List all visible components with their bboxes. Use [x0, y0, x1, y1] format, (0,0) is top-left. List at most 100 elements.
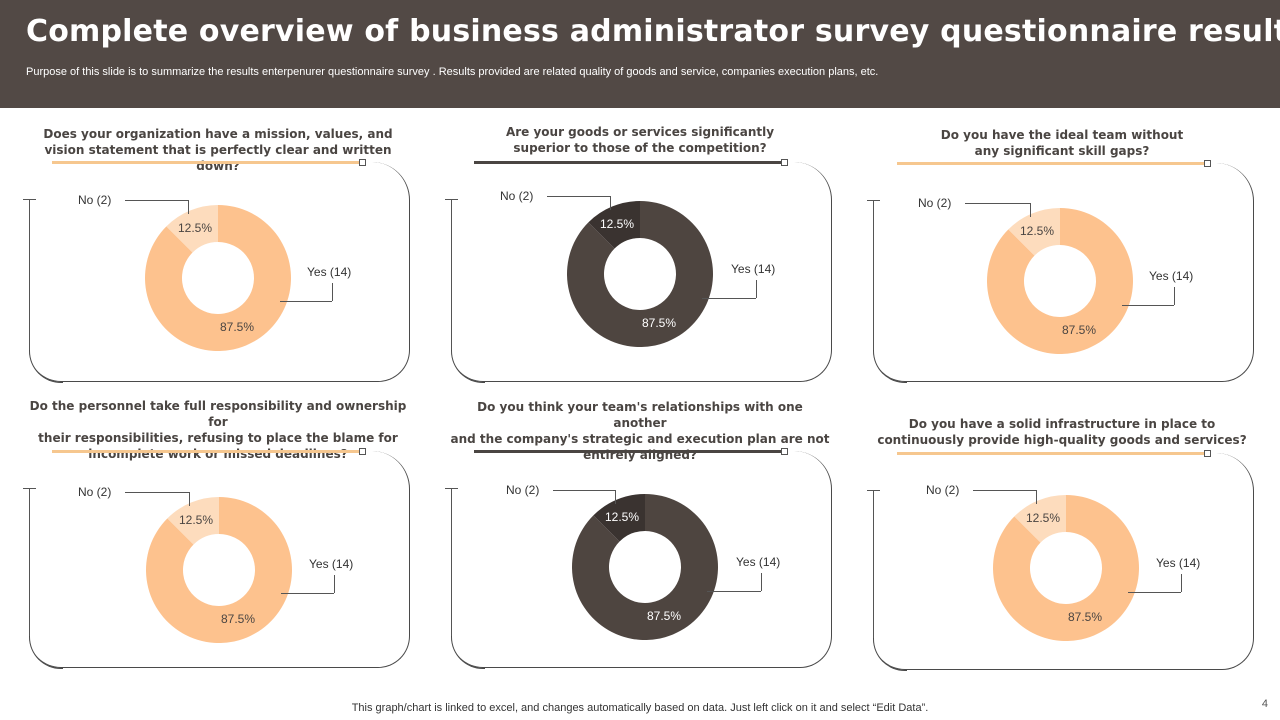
frame-left-cap — [23, 488, 36, 489]
page-number: 4 — [1261, 698, 1268, 710]
title-underline — [474, 161, 784, 164]
leader-line-yes — [761, 573, 762, 591]
underline-marker — [359, 159, 366, 166]
panel-frame — [873, 453, 1254, 670]
frame-left-cap — [23, 199, 36, 200]
title-underline — [897, 162, 1207, 165]
data-label-yes: 87.5% — [642, 316, 677, 330]
data-label-yes: 87.5% — [647, 609, 682, 623]
panel-frame — [873, 163, 1254, 382]
leader-line-yes — [1174, 287, 1175, 305]
underline-marker — [781, 159, 788, 166]
slice-no[interactable] — [1008, 208, 1060, 256]
chart-title: Are your goods or services significantly… — [505, 125, 775, 155]
data-label-no: 12.5% — [179, 513, 214, 527]
slide-title: Complete overview of business administra… — [26, 14, 1280, 49]
category-label-no: No (2) — [78, 485, 112, 499]
underline-marker — [1204, 160, 1211, 167]
slice-no[interactable] — [1014, 495, 1066, 543]
leader-line-yes — [1181, 574, 1182, 592]
frame-left-line — [451, 199, 452, 350]
underline-marker — [359, 448, 366, 455]
slice-no[interactable] — [166, 205, 218, 253]
underline-marker — [1204, 450, 1211, 457]
slide-subtitle: Purpose of this slide is to summarize th… — [26, 66, 879, 78]
leader-line-no-drop — [189, 492, 190, 506]
frame-left-cap — [867, 200, 880, 201]
leader-line-yes — [334, 575, 335, 593]
donut-chart[interactable] — [565, 199, 715, 349]
category-label-no: No (2) — [926, 483, 960, 497]
category-label-no: No (2) — [506, 483, 540, 497]
chart-title: Do you have the ideal team without any si… — [940, 128, 1184, 158]
slice-no[interactable] — [593, 494, 645, 542]
panel-frame — [451, 451, 832, 668]
leader-line-yes — [332, 283, 333, 301]
panel-frame — [451, 162, 832, 382]
leader-line-no — [553, 490, 615, 491]
category-label-yes: Yes (14) — [736, 555, 781, 569]
leader-line-no — [973, 490, 1036, 491]
frame-left-cap — [867, 490, 880, 491]
donut-chart[interactable] — [144, 495, 294, 645]
frame-corner — [451, 636, 485, 669]
donut-chart[interactable] — [985, 206, 1135, 356]
data-label-no: 12.5% — [600, 217, 635, 231]
frame-corner — [451, 350, 485, 383]
donut-chart[interactable] — [570, 492, 720, 642]
frame-left-line — [29, 488, 30, 636]
title-underline — [52, 450, 362, 453]
frame-corner — [873, 350, 907, 383]
data-label-yes: 87.5% — [221, 612, 256, 626]
underline-marker — [781, 448, 788, 455]
frame-corner — [29, 636, 63, 669]
leader-line-no-drop — [188, 200, 189, 214]
frame-left-cap — [445, 488, 458, 489]
panel-frame — [29, 451, 410, 668]
slice-no[interactable] — [167, 497, 219, 545]
frame-left-line — [451, 488, 452, 636]
frame-corner — [873, 638, 907, 671]
data-label-yes: 87.5% — [220, 320, 255, 334]
title-underline — [897, 452, 1207, 455]
slice-yes[interactable] — [145, 497, 292, 643]
category-label-yes: Yes (14) — [309, 557, 354, 571]
chart-title: Do you think your team's relationships w… — [450, 400, 830, 462]
leader-line-no — [125, 492, 189, 493]
data-label-no: 12.5% — [1020, 224, 1055, 238]
frame-left-cap — [445, 199, 458, 200]
slice-no[interactable] — [588, 201, 640, 249]
title-underline — [474, 450, 784, 453]
leader-line-no — [125, 200, 188, 201]
data-label-no: 12.5% — [605, 510, 640, 524]
donut-chart[interactable] — [991, 493, 1141, 643]
frame-left-line — [873, 200, 874, 350]
category-label-no: No (2) — [500, 189, 534, 203]
data-label-yes: 87.5% — [1062, 323, 1097, 337]
leader-line-no — [547, 196, 610, 197]
leader-line-yes-run — [280, 301, 332, 302]
leader-line-yes-run — [1128, 592, 1181, 593]
leader-line-yes — [756, 280, 757, 298]
panel-frame — [29, 162, 410, 382]
data-label-yes: 87.5% — [1068, 610, 1103, 624]
leader-line-yes-run — [1122, 305, 1174, 306]
leader-line-no-drop — [615, 490, 616, 504]
slice-yes[interactable] — [144, 205, 291, 351]
chart-title: Does your organization have a mission, v… — [43, 127, 393, 173]
header-band: Complete overview of business administra… — [0, 0, 1280, 108]
donut-chart[interactable] — [143, 203, 293, 353]
category-label-yes: Yes (14) — [1149, 269, 1194, 283]
category-label-yes: Yes (14) — [1156, 556, 1201, 570]
frame-corner — [29, 350, 63, 383]
leader-line-yes-run — [281, 593, 334, 594]
leader-line-no-drop — [610, 196, 611, 210]
footer-note: This graph/chart is linked to excel, and… — [351, 702, 929, 714]
category-label-yes: Yes (14) — [731, 262, 776, 276]
leader-line-no-drop — [1030, 203, 1031, 217]
frame-left-line — [29, 199, 30, 350]
category-label-no: No (2) — [918, 196, 952, 210]
leader-line-no — [965, 203, 1030, 204]
frame-left-line — [873, 490, 874, 638]
leader-line-no-drop — [1036, 490, 1037, 504]
